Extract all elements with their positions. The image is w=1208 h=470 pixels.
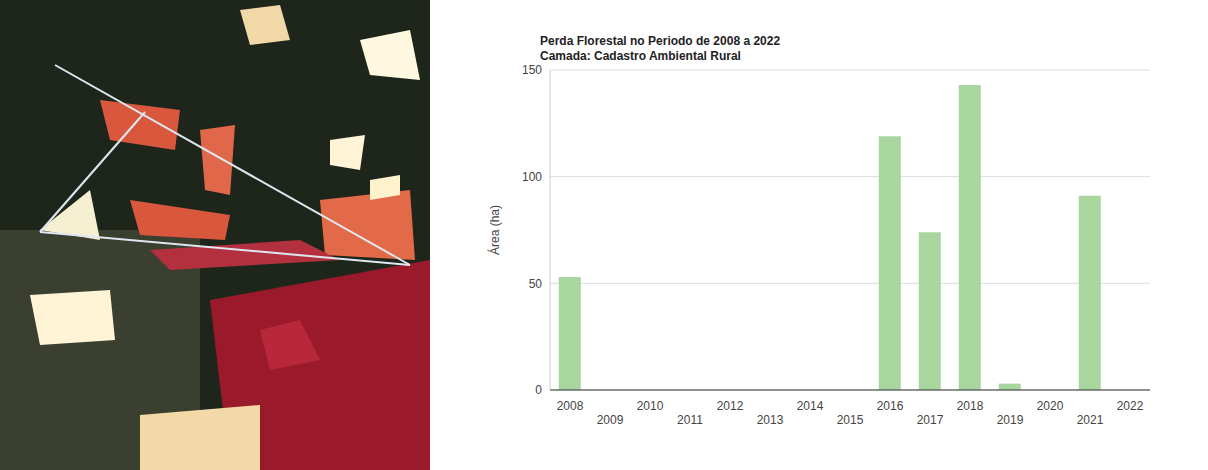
svg-text:2019: 2019 <box>997 413 1024 427</box>
svg-text:2010: 2010 <box>637 399 664 413</box>
html-text:Camada: Cadastro Ambiental Rur: Camada: Cadastro Ambiental Rural <box>540 49 741 63</box>
html-text:Perda Florestal no Periodo de: Perda Florestal no Periodo de 2008 a 202… <box>540 34 781 48</box>
svg-text:2008: 2008 <box>557 399 584 413</box>
svg-text:2012: 2012 <box>717 399 744 413</box>
svg-text:2014: 2014 <box>797 399 824 413</box>
svg-text:50: 50 <box>529 277 543 291</box>
svg-text:2020: 2020 <box>1037 399 1064 413</box>
svg-text:150: 150 <box>522 63 542 77</box>
svg-text:Área (ha): Área (ha) <box>487 205 502 255</box>
svg-text:2017: 2017 <box>917 413 944 427</box>
svg-text:2022: 2022 <box>1117 399 1144 413</box>
svg-text:2009: 2009 <box>597 413 624 427</box>
svg-text:2011: 2011 <box>677 413 703 427</box>
svg-text:2021: 2021 <box>1077 413 1104 427</box>
svg-text:2018: 2018 <box>957 399 984 413</box>
svg-text:2015: 2015 <box>837 413 864 427</box>
svg-text:0: 0 <box>535 383 542 397</box>
svg-text:100: 100 <box>522 170 542 184</box>
svg-text:2013: 2013 <box>757 413 784 427</box>
svg-text:2016: 2016 <box>877 399 904 413</box>
